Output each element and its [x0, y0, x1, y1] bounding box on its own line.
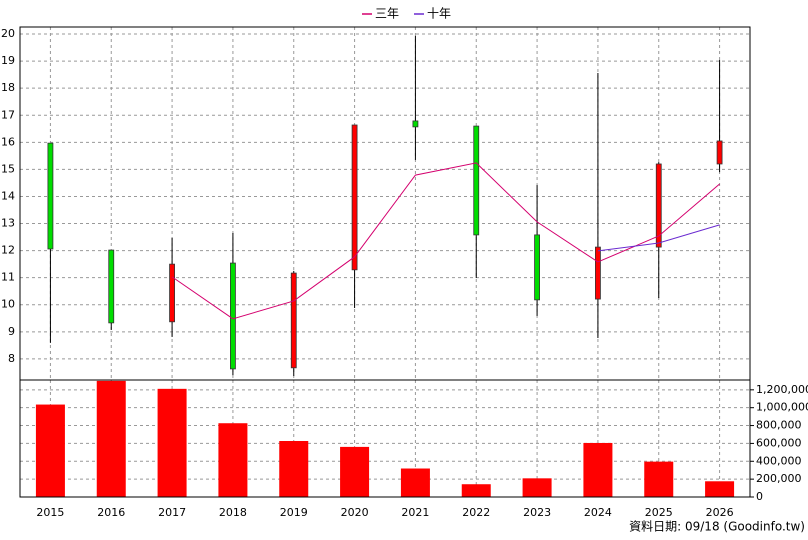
candle-body [473, 125, 480, 236]
bar [35, 404, 65, 497]
y-tick-label: 600,000 [756, 436, 802, 449]
candle-body [108, 249, 115, 324]
candle-body [655, 163, 662, 248]
plot-frame [19, 379, 751, 498]
y-tick-label: 10 [1, 298, 15, 311]
x-tick-label: 2026 [706, 506, 734, 519]
bar [522, 478, 552, 497]
y-tick-label: 0 [756, 490, 763, 503]
bar [705, 481, 735, 497]
y-tick-label: 9 [8, 325, 15, 338]
candle-body [412, 120, 419, 128]
y-tick-label: 18 [1, 81, 15, 94]
candle-body [351, 124, 358, 271]
footer: 資料日期: 09/18 (Goodinfo.tw) [629, 520, 805, 534]
y-tick-label: 13 [1, 217, 15, 230]
y-tick-label: 19 [1, 54, 15, 67]
ma-line [597, 224, 720, 252]
y-tick-label: 11 [1, 271, 15, 284]
y-tick-label: 200,000 [756, 472, 802, 485]
y-tick-label: 800,000 [756, 419, 802, 432]
candle-body [169, 263, 175, 323]
candle-body [230, 262, 236, 370]
x-tick-label: 2021 [401, 506, 429, 519]
x-tick-label: 2017 [158, 506, 186, 519]
legend-label: 三年 [375, 7, 399, 21]
bar [218, 423, 248, 497]
candle-body [290, 272, 297, 369]
bar [279, 441, 309, 497]
y-tick-label: 8 [8, 352, 15, 365]
candle-body [716, 140, 723, 165]
candle-body [595, 246, 601, 300]
y-tick-label: 400,000 [756, 454, 802, 467]
bar [400, 468, 430, 497]
y-tick-label: 14 [1, 189, 15, 202]
x-tick-label: 2018 [219, 506, 247, 519]
y-tick-label: 15 [1, 162, 15, 175]
y-tick-label: 17 [1, 108, 15, 121]
legend-label: 十年 [427, 7, 451, 21]
x-tick-label: 2025 [645, 506, 673, 519]
y-tick-label: 12 [1, 244, 15, 257]
bar [96, 380, 126, 497]
x-tick-label: 2023 [523, 506, 551, 519]
y-tick-label: 1,000,000 [756, 401, 808, 414]
x-tick-label: 2015 [36, 506, 64, 519]
bar [157, 388, 187, 497]
x-tick-label: 2019 [280, 506, 308, 519]
bar [340, 446, 370, 497]
x-tick-label: 2024 [584, 506, 612, 519]
bar [461, 484, 491, 497]
candle-body [47, 142, 54, 250]
x-tick-label: 2016 [97, 506, 125, 519]
candle-body [534, 234, 540, 301]
bar [644, 461, 674, 497]
y-tick-label: 1,200,000 [756, 383, 808, 396]
y-tick-label: 20 [1, 27, 15, 40]
y-tick-label: 16 [1, 135, 15, 148]
x-tick-label: 2020 [341, 506, 369, 519]
x-tick-label: 2022 [462, 506, 490, 519]
ma-line [171, 162, 720, 320]
bar [583, 442, 613, 497]
